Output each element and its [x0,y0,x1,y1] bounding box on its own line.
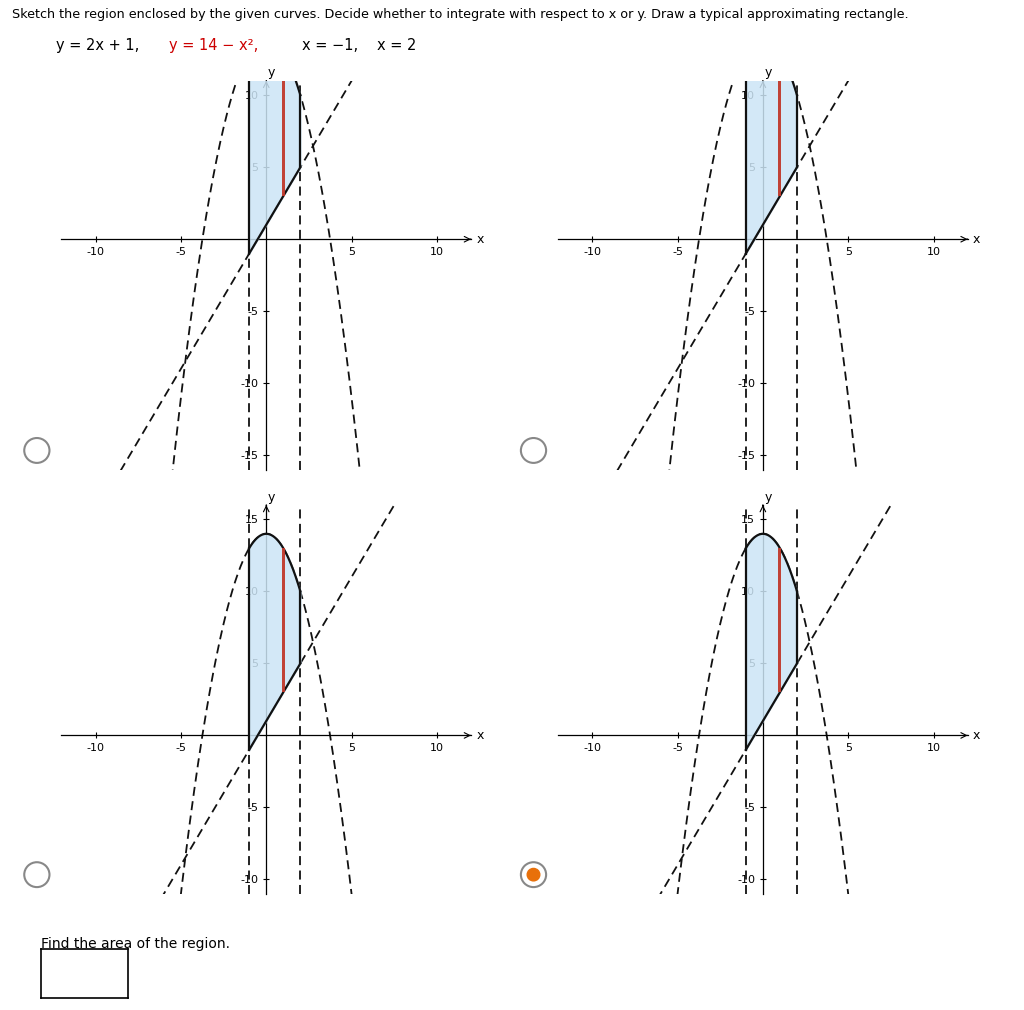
Bar [778,52,781,196]
Text: y = 14 − x²,: y = 14 − x², [169,38,258,54]
Text: x: x [973,232,980,245]
Text: x = −1,: x = −1, [302,38,358,54]
Bar [282,548,285,692]
Bar [778,548,781,692]
Text: Find the area of the region.: Find the area of the region. [41,937,230,951]
Bar [282,52,285,196]
Text: Sketch the region enclosed by the given curves. Decide whether to integrate with: Sketch the region enclosed by the given … [12,8,909,21]
Circle shape [527,869,540,881]
Text: x: x [476,729,483,742]
Text: y: y [267,67,275,80]
Text: y: y [764,67,772,80]
Text: y: y [764,491,772,504]
Text: y = 2x + 1,: y = 2x + 1, [56,38,139,54]
Text: y: y [267,491,275,504]
Text: x: x [476,232,483,245]
Text: x = 2: x = 2 [377,38,416,54]
Text: x: x [973,729,980,742]
